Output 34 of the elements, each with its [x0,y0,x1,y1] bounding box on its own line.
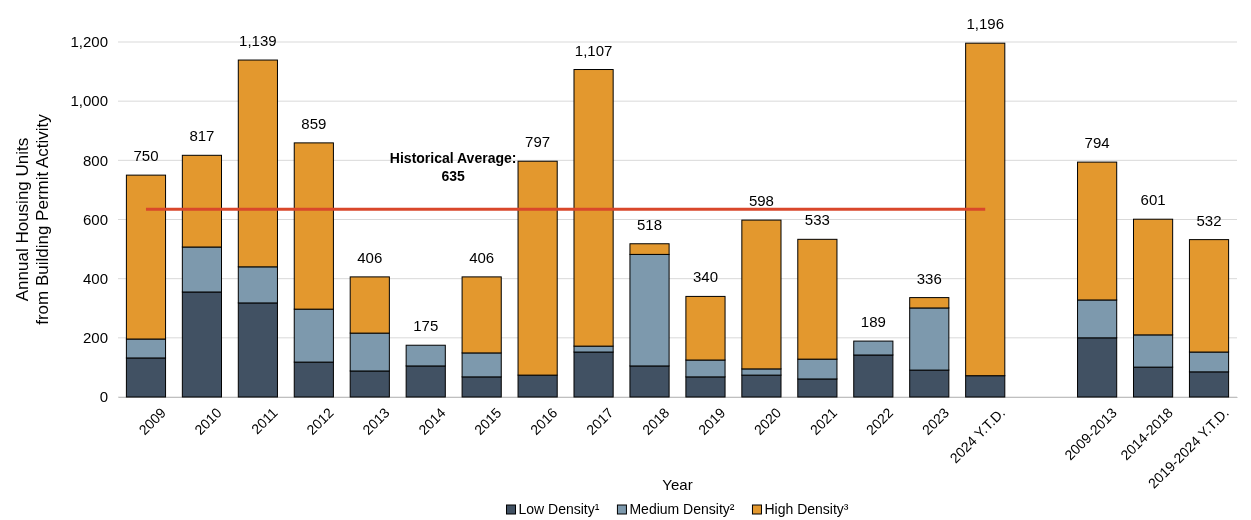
bar [573,351,614,398]
total-label: 406 [469,248,495,266]
y-tick-label: 1,000 [70,92,108,110]
y-tick-label: 800 [82,151,108,169]
legend-label: High Density³ [764,501,849,517]
y-tick-label: 600 [82,210,108,228]
y-tick-label: 400 [82,269,108,287]
total-label: 859 [301,114,327,132]
total-label: 601 [1140,191,1166,209]
y-tick-label: 200 [82,329,108,347]
y-axis-title: Annual Housing Units from Building Permit Activity [13,113,52,325]
total-label: 406 [357,248,383,266]
total-label: 532 [1196,211,1222,229]
bar [741,374,782,398]
total-label: 518 [637,215,663,233]
total-label: 794 [1084,134,1110,152]
total-label: 598 [748,192,774,210]
total-label: 1,139 [239,32,277,50]
x-axis-title: Year [662,476,693,493]
legend-label: Medium Density² [629,501,735,517]
total-label: 189 [860,313,886,331]
legend-label: Low Density¹ [518,501,600,517]
total-label: 817 [189,127,215,145]
total-label: 175 [413,317,439,335]
total-label: 1,107 [574,41,613,59]
total-label: 797 [525,133,551,151]
y-tick-label: 1,200 [70,33,108,51]
total-label: 336 [916,269,942,287]
total-label: 750 [133,147,159,165]
total-label: 340 [692,268,718,286]
total-label: 1,196 [966,15,1004,33]
ref-line-label: Historical Average: 635 [389,150,517,185]
y-tick-label: 0 [99,388,108,406]
total-label: 533 [804,211,830,229]
